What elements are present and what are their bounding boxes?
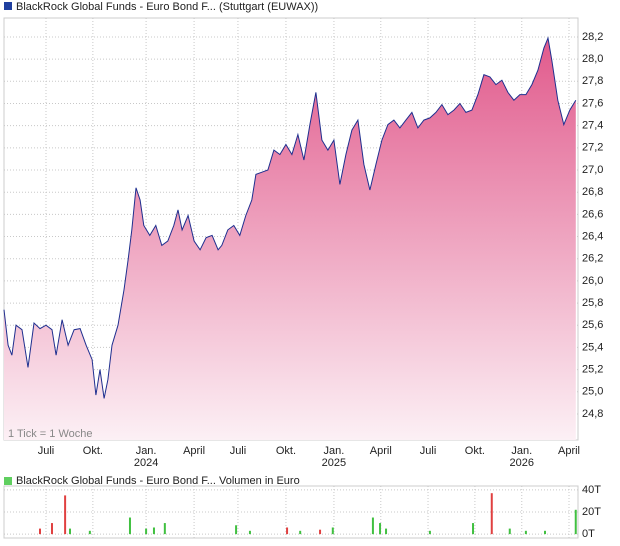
- y-tick-label: 0T: [582, 528, 595, 540]
- y-tick-label: 40T: [582, 484, 601, 496]
- x-tick-year: 2025: [322, 457, 346, 469]
- volume-bar: [235, 525, 238, 535]
- x-tick-label: April: [370, 445, 392, 457]
- y-tick-label: 26,2: [582, 253, 603, 265]
- y-tick-label: 26,4: [582, 230, 603, 242]
- x-tick-label: Juli: [230, 445, 247, 457]
- y-tick-label: 27,4: [582, 120, 603, 132]
- x-tick-label: Okt.: [276, 445, 296, 457]
- y-tick-label: 26,8: [582, 186, 603, 198]
- x-tick-label: Jan.: [136, 445, 157, 457]
- y-tick-label: 27,8: [582, 75, 603, 87]
- x-tick-label: April: [558, 445, 580, 457]
- volume-bar: [248, 530, 251, 535]
- x-tick-label: April: [183, 445, 205, 457]
- x-tick-label: Jan.: [511, 445, 532, 457]
- y-tick-label: 25,6: [582, 319, 603, 331]
- volume-bar: [145, 528, 148, 535]
- y-tick-label: 24,8: [582, 408, 603, 420]
- y-tick-label: 25,2: [582, 363, 603, 375]
- y-tick-label: 27,2: [582, 142, 603, 154]
- x-tick-label: Okt.: [83, 445, 103, 457]
- x-tick-label: Juli: [420, 445, 437, 457]
- y-tick-label: 20T: [582, 506, 601, 518]
- volume-bar: [286, 527, 289, 535]
- volume-bar: [128, 517, 131, 535]
- y-tick-label: 28,0: [582, 53, 603, 65]
- volume-bar: [38, 528, 41, 535]
- volume-bar: [385, 528, 388, 535]
- legend-text: BlackRock Global Funds - Euro Bond F... …: [16, 475, 300, 487]
- y-tick-label: 25,8: [582, 297, 603, 309]
- volume-bar: [379, 523, 382, 535]
- price-line: [3, 36, 577, 399]
- legend-swatch: [4, 477, 12, 485]
- x-tick-label: Jan.: [324, 445, 345, 457]
- volume-bar: [524, 530, 527, 535]
- y-tick-label: 26,0: [582, 275, 603, 287]
- volume-bar: [574, 509, 577, 535]
- volume-bar: [331, 527, 334, 535]
- volume-bar: [490, 493, 493, 535]
- volume-bar: [508, 528, 511, 535]
- volume-bar: [544, 530, 547, 535]
- x-tick-year: 2024: [134, 457, 158, 469]
- x-tick-label: Okt.: [465, 445, 485, 457]
- x-tick-year: 2026: [510, 457, 534, 469]
- volume-bar: [371, 517, 374, 535]
- y-tick-label: 28,2: [582, 31, 603, 43]
- volume-bar: [472, 523, 475, 535]
- volume-bar: [163, 523, 166, 535]
- volume-bar: [68, 528, 71, 535]
- volume-bar: [64, 495, 67, 535]
- legend-text: BlackRock Global Funds - Euro Bond F... …: [16, 1, 318, 13]
- volume-bar: [152, 527, 155, 535]
- y-tick-label: 25,0: [582, 386, 603, 398]
- volume-bar: [88, 530, 91, 535]
- y-tick-label: 27,0: [582, 164, 603, 176]
- legend-swatch: [4, 2, 12, 10]
- x-tick-label: Juli: [38, 445, 55, 457]
- y-tick-label: 25,4: [582, 341, 603, 353]
- note: 1 Tick = 1 Woche: [8, 428, 92, 440]
- y-tick-label: 26,6: [582, 208, 603, 220]
- volume-bar: [299, 530, 302, 535]
- area-fill: [4, 38, 576, 440]
- y-tick-label: 27,6: [582, 97, 603, 109]
- volume-bar: [428, 530, 431, 535]
- volume-bar: [319, 529, 322, 535]
- volume-bar: [50, 523, 53, 535]
